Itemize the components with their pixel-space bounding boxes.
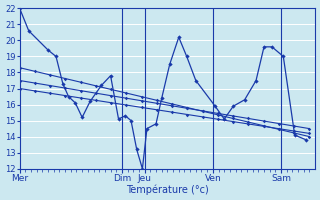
- X-axis label: Température (°c): Température (°c): [126, 185, 209, 195]
